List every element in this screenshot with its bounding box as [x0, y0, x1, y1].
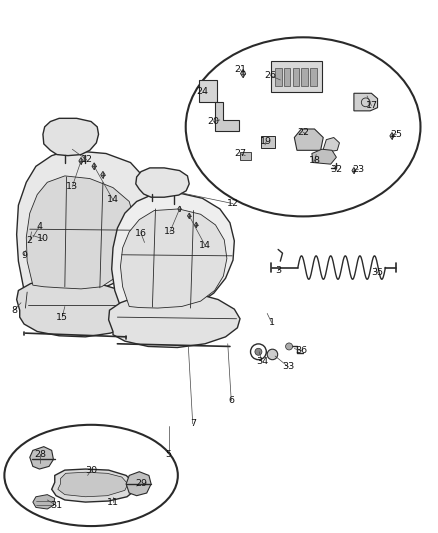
Bar — [301, 68, 308, 86]
Text: 14: 14 — [199, 241, 211, 249]
Text: 35: 35 — [371, 269, 384, 277]
Text: 12: 12 — [227, 199, 239, 208]
Polygon shape — [43, 118, 99, 156]
Text: 7: 7 — [190, 419, 196, 428]
Polygon shape — [52, 469, 135, 502]
Text: 4: 4 — [36, 222, 42, 231]
Polygon shape — [17, 150, 148, 293]
Text: 28: 28 — [34, 450, 46, 458]
Bar — [261, 136, 275, 148]
Polygon shape — [178, 206, 181, 212]
Text: 29: 29 — [135, 480, 147, 488]
Bar — [271, 61, 322, 92]
Text: 15: 15 — [56, 313, 68, 321]
Polygon shape — [109, 292, 240, 348]
Circle shape — [267, 349, 278, 360]
Text: 19: 19 — [260, 137, 272, 146]
Polygon shape — [215, 102, 239, 131]
Text: 12: 12 — [81, 156, 93, 164]
Text: 32: 32 — [330, 165, 343, 174]
Polygon shape — [187, 213, 191, 219]
Bar — [199, 80, 217, 102]
Text: 3: 3 — [275, 266, 281, 275]
Text: 16: 16 — [135, 229, 147, 238]
Text: 25: 25 — [390, 130, 403, 139]
Polygon shape — [354, 93, 378, 111]
Text: 9: 9 — [21, 252, 27, 260]
Text: 22: 22 — [297, 128, 309, 136]
Circle shape — [286, 343, 293, 350]
Text: 13: 13 — [66, 182, 78, 191]
Text: 2: 2 — [27, 237, 33, 245]
Polygon shape — [101, 171, 105, 179]
Bar — [284, 68, 290, 86]
Polygon shape — [352, 167, 356, 174]
Text: 21: 21 — [234, 65, 246, 74]
Text: 6: 6 — [228, 397, 234, 405]
Text: 20: 20 — [208, 117, 220, 126]
Bar — [293, 68, 299, 86]
Polygon shape — [323, 138, 339, 152]
Polygon shape — [17, 280, 145, 337]
Polygon shape — [126, 472, 151, 496]
Text: 8: 8 — [11, 306, 17, 314]
Bar — [240, 152, 251, 160]
Text: 14: 14 — [107, 196, 119, 204]
Polygon shape — [112, 193, 234, 312]
Polygon shape — [312, 149, 336, 164]
Text: 23: 23 — [352, 165, 364, 174]
Polygon shape — [294, 129, 323, 150]
Polygon shape — [30, 447, 53, 469]
Text: 26: 26 — [265, 71, 277, 80]
Circle shape — [255, 348, 262, 356]
Text: 10: 10 — [37, 235, 49, 243]
Polygon shape — [120, 209, 227, 308]
Polygon shape — [79, 157, 83, 165]
Text: 34: 34 — [256, 357, 268, 366]
Polygon shape — [33, 495, 55, 509]
Text: 33: 33 — [282, 362, 294, 371]
Bar — [310, 68, 317, 86]
Text: 30: 30 — [85, 466, 97, 474]
Text: 18: 18 — [308, 157, 321, 165]
Polygon shape — [136, 168, 189, 197]
Polygon shape — [240, 69, 246, 78]
Text: 5: 5 — [166, 450, 172, 458]
Polygon shape — [58, 472, 128, 497]
Text: 27: 27 — [234, 149, 246, 158]
Bar — [275, 68, 282, 86]
Text: 31: 31 — [50, 501, 62, 510]
Text: 17: 17 — [365, 101, 378, 110]
Polygon shape — [194, 222, 198, 228]
Polygon shape — [92, 163, 96, 170]
Text: 11: 11 — [107, 498, 119, 506]
Text: 13: 13 — [164, 228, 176, 236]
Text: 24: 24 — [196, 87, 208, 96]
Text: 36: 36 — [295, 346, 307, 355]
Text: 1: 1 — [268, 318, 275, 327]
Polygon shape — [390, 132, 394, 140]
Polygon shape — [26, 176, 135, 289]
